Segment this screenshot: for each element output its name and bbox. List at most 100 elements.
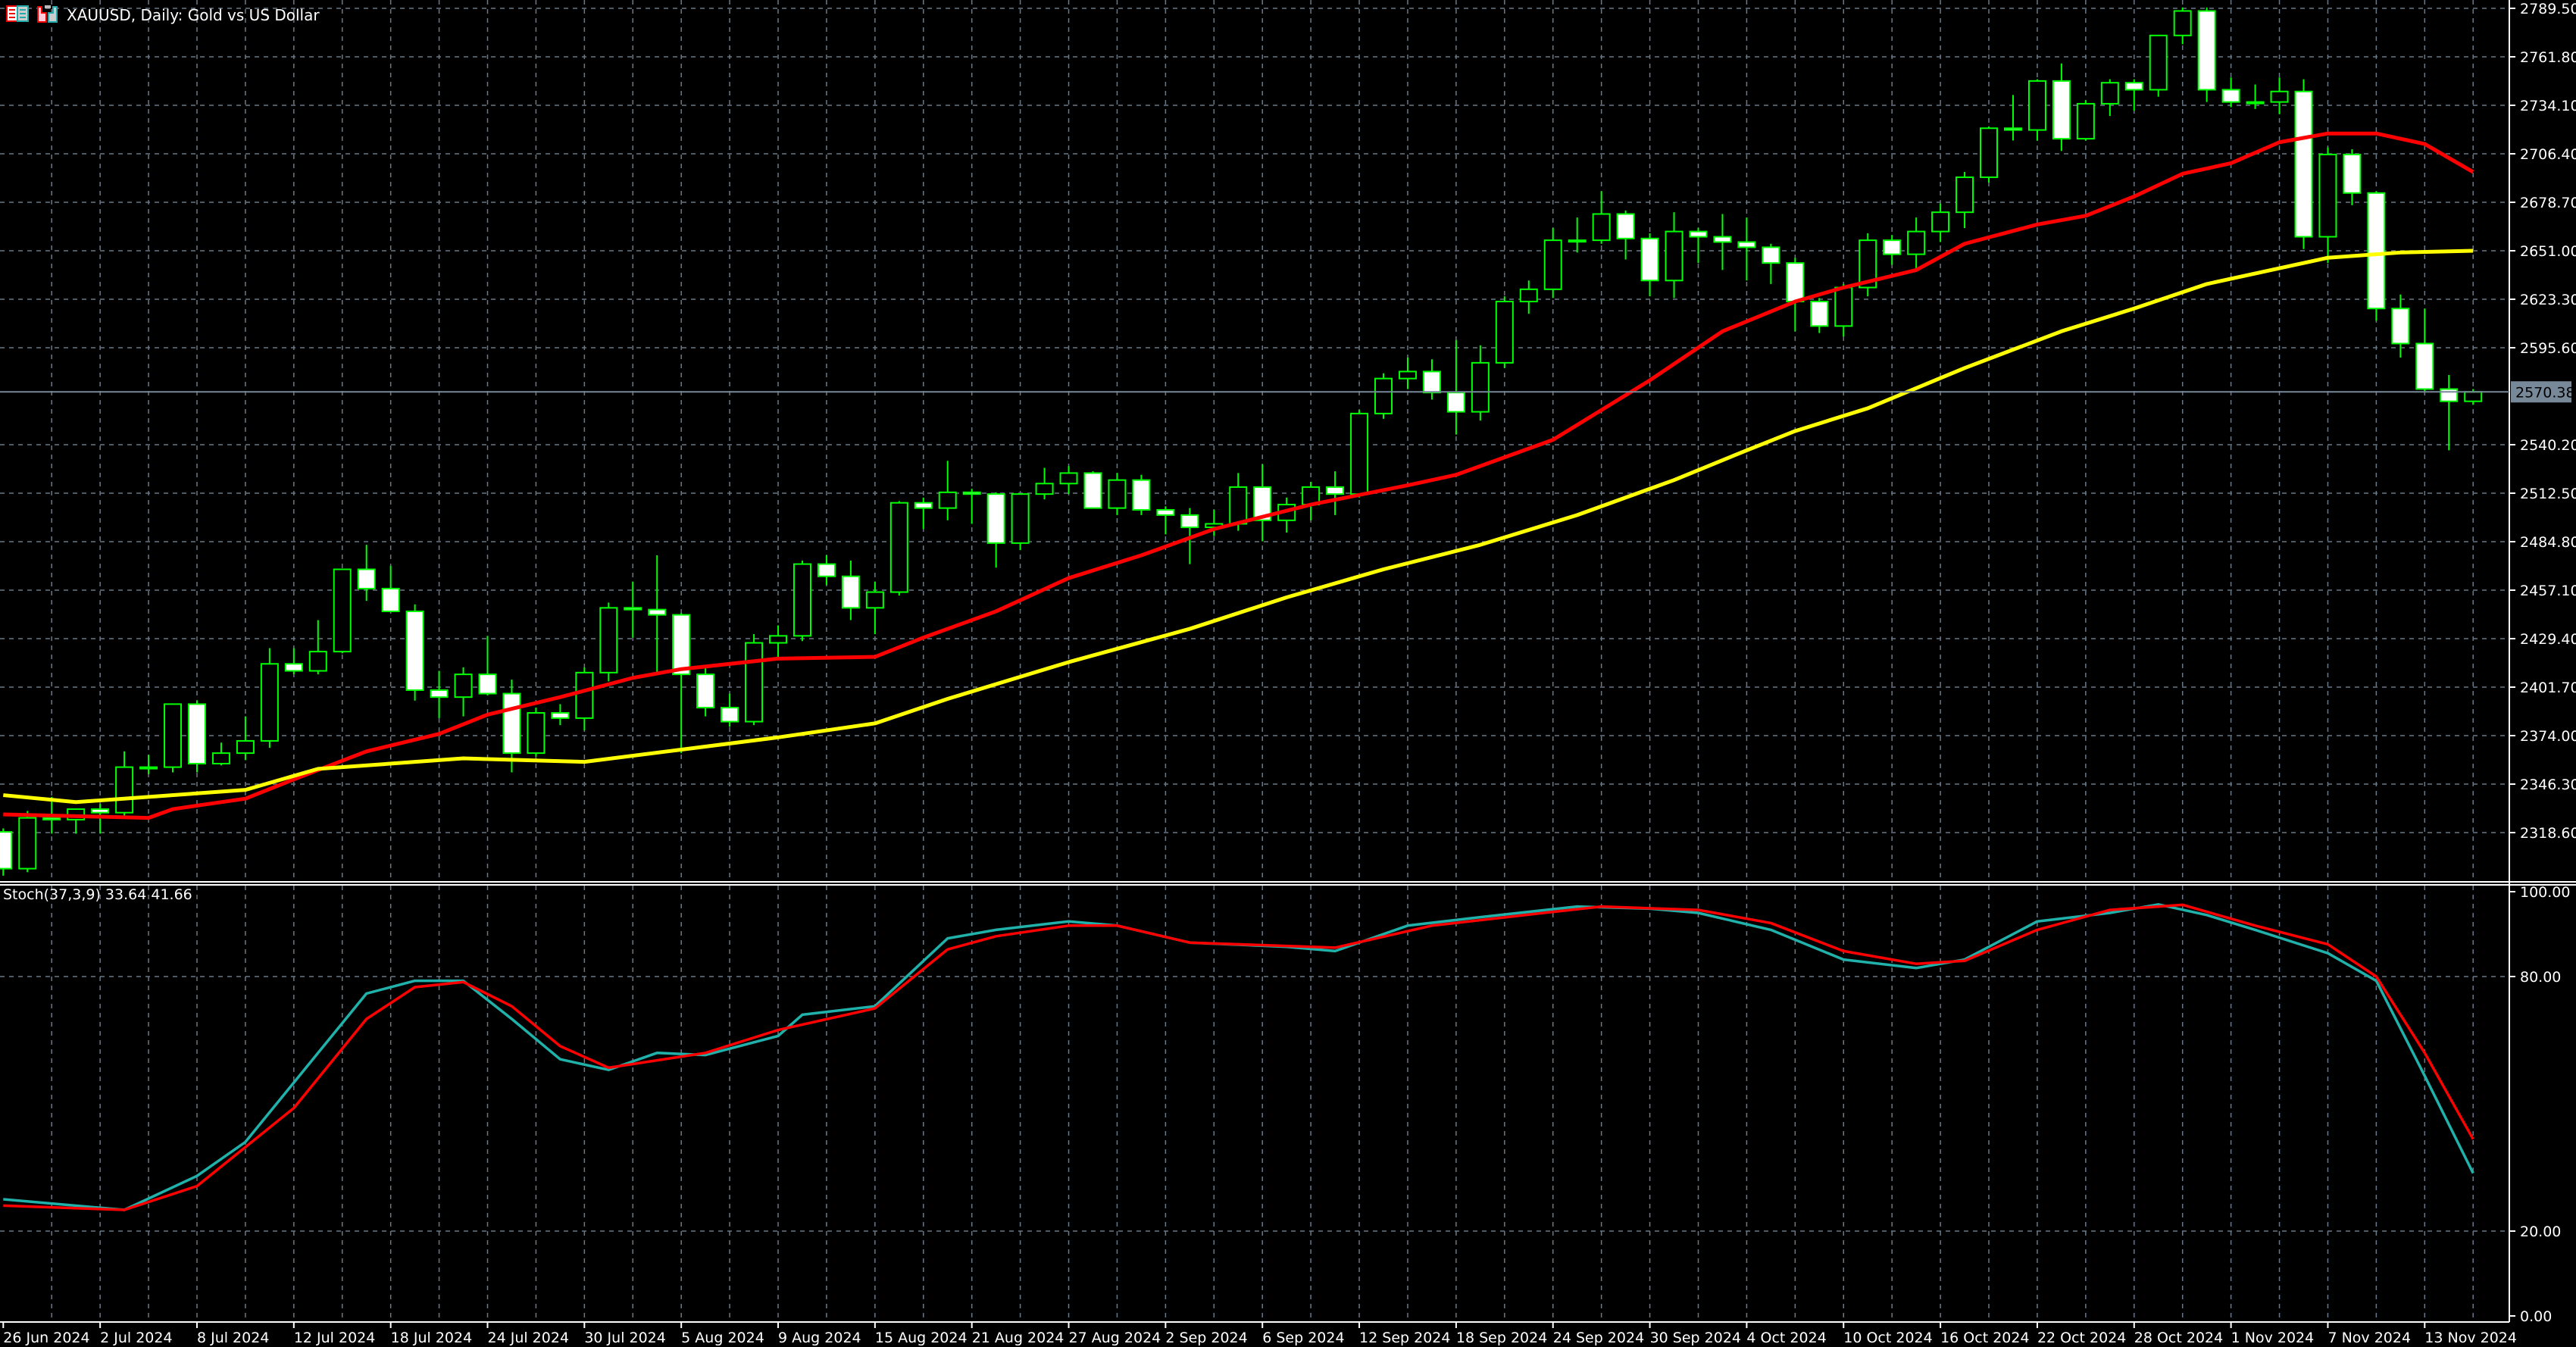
bull-candle (2318, 147, 2337, 264)
bull-candle (1374, 373, 1393, 419)
bull-candle (745, 633, 764, 726)
bear-candle (2343, 148, 2362, 205)
stoch-signal-line (3, 903, 2474, 1211)
candle-body (1592, 213, 1611, 242)
time-axis-label: 12 Sep 2024 (1359, 1330, 1450, 1346)
chart-title-bar: XAUUSD, Daily: Gold vs US Dollar (6, 2, 320, 29)
candle-body (1326, 486, 1345, 495)
price-axis-label: 2540.20 (2520, 437, 2576, 454)
candle-body (1108, 479, 1127, 509)
bear-candle (841, 560, 860, 620)
bear-candle (962, 489, 981, 524)
bull-candle (1955, 172, 1974, 228)
time-axis-label: 26 Jun 2024 (3, 1330, 89, 1346)
time-axis-label: 8 Jul 2024 (197, 1330, 269, 1346)
candle-body (139, 766, 158, 770)
bull-candle (527, 708, 546, 757)
candle-body (2367, 192, 2386, 310)
candle-body (2294, 90, 2313, 238)
bear-candle (914, 497, 933, 530)
bull-candle (1059, 466, 1078, 495)
bear-candle (1422, 359, 1441, 400)
bear-candle (2221, 77, 2240, 108)
candle-body (986, 493, 1005, 544)
candle-body (914, 502, 933, 509)
candle-body (2197, 10, 2216, 91)
candle-body (1810, 301, 1829, 327)
candle-body (454, 674, 473, 699)
bull-candle (2100, 79, 2119, 117)
stoch-main-line (3, 903, 2474, 1211)
time-axis-label: 7 Nov 2024 (2327, 1330, 2411, 1346)
candle-body (1786, 262, 1805, 303)
price-axis-label: 2595.60 (2520, 340, 2576, 357)
time-axis-label: 2 Jul 2024 (100, 1330, 172, 1346)
candle-body (962, 491, 981, 495)
bull-candle (1665, 212, 1683, 298)
candle-body (1665, 230, 1683, 282)
bear-candle (2003, 95, 2022, 141)
candle-body (865, 591, 884, 609)
candle-body (599, 607, 618, 674)
chart-list-icon[interactable] (6, 5, 29, 27)
bear-candle (2415, 308, 2434, 393)
bull-candle (1302, 481, 1321, 520)
candle-body (115, 766, 134, 814)
bear-candle (1689, 227, 1708, 264)
candle-body (1035, 483, 1054, 495)
bull-candle (1519, 280, 1538, 314)
candle-body (1980, 127, 1999, 178)
candle-body (889, 502, 908, 593)
stochastic-label: Stoch(37,3,9) 33.64 41.66 (3, 886, 192, 903)
bear-candle (478, 636, 497, 695)
candle-body (1713, 236, 1732, 243)
candle-body (745, 642, 764, 723)
candle-body (1446, 392, 1465, 413)
candle-body (42, 817, 61, 820)
candle-body (1471, 361, 1490, 413)
candle-body (575, 671, 594, 719)
candle-body (841, 575, 860, 609)
time-axis-label: 30 Sep 2024 (1650, 1330, 1741, 1346)
bull-candle (1907, 217, 1926, 269)
candle-body (1398, 370, 1417, 380)
bull-candle (18, 811, 37, 873)
time-axis-label: 5 Aug 2024 (681, 1330, 764, 1346)
bear-candle (284, 648, 303, 675)
candle-body (2343, 153, 2362, 194)
candle-body (1422, 370, 1441, 394)
candle-body (1156, 508, 1175, 516)
bear-candle (1883, 235, 1902, 265)
chart-title: XAUUSD, Daily: Gold vs US Dollar (67, 6, 320, 24)
candle-body (1762, 246, 1780, 264)
candle-body (2391, 308, 2410, 345)
candle-body (1495, 301, 1514, 364)
bull-candle (792, 560, 811, 642)
candle-body (0, 831, 13, 870)
bull-candle (938, 461, 957, 520)
bull-candle (211, 742, 230, 766)
candle-body (1350, 412, 1369, 495)
candle-body (2246, 101, 2265, 105)
one-click-trading-icon[interactable] (36, 4, 59, 27)
current-price-box (2511, 381, 2571, 403)
candle-body (2003, 127, 2022, 131)
bear-candle (1132, 474, 1151, 515)
stoch-axis-label: 100.00 (2520, 884, 2570, 901)
candle-body (1568, 239, 1587, 243)
bull-candle (1471, 345, 1490, 421)
price-axis-label: 2457.10 (2520, 583, 2576, 599)
bull-candle (236, 716, 255, 761)
bear-candle (1446, 339, 1465, 435)
candle-body (551, 711, 570, 719)
bear-candle (1326, 471, 1345, 515)
time-axis-label: 1 Nov 2024 (2231, 1330, 2315, 1346)
candle-body (1519, 288, 1538, 303)
time-axis-label: 18 Sep 2024 (1456, 1330, 1547, 1346)
candle-body (1931, 211, 1950, 233)
candle-body (1011, 493, 1030, 544)
bear-candle (1640, 233, 1659, 297)
candle-body (1543, 239, 1562, 290)
candle-body (1883, 239, 1902, 255)
